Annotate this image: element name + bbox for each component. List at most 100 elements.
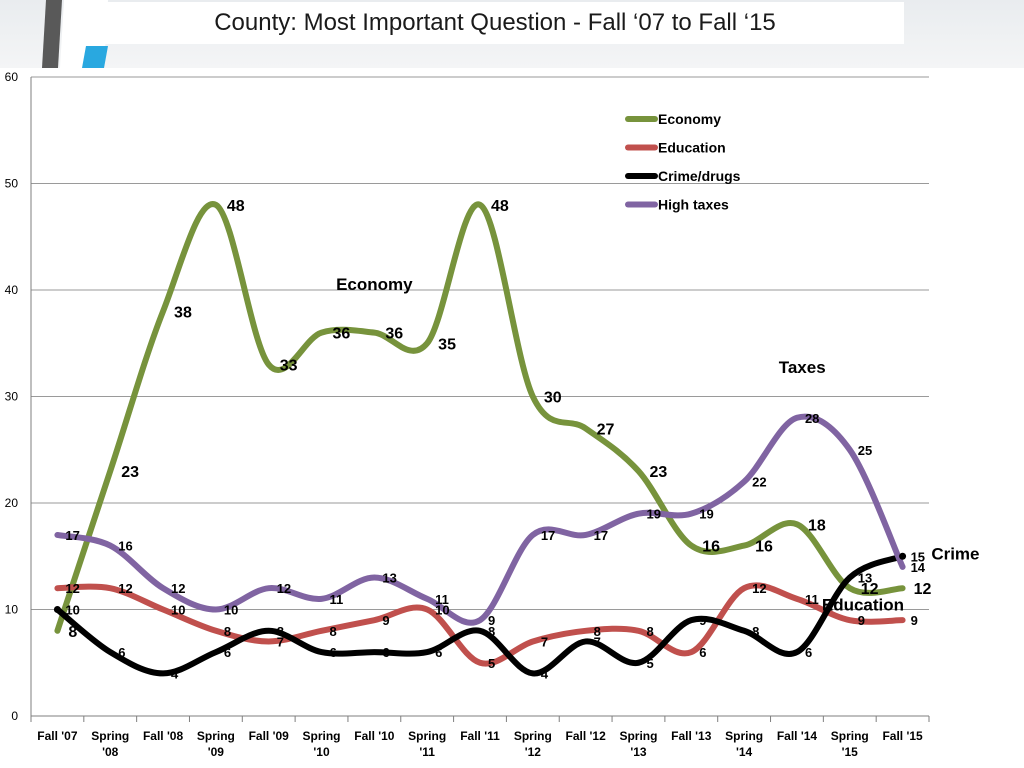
data-label: 9: [488, 613, 495, 628]
y-tick-label: 50: [5, 177, 19, 191]
point-marker: [899, 552, 907, 560]
data-label: 19: [646, 507, 660, 522]
x-tick-label: Spring: [619, 729, 657, 743]
x-tick-label: Spring: [514, 729, 552, 743]
data-label: 14: [911, 560, 926, 575]
data-label: 16: [755, 539, 773, 556]
data-label: 8: [752, 624, 759, 639]
y-tick-label: 40: [5, 283, 19, 297]
x-tick-label: Fall '12: [566, 729, 607, 743]
y-tick-label: 10: [5, 603, 19, 617]
data-label: 9: [911, 613, 918, 628]
data-label: 4: [541, 666, 549, 681]
x-tick-label: '15: [842, 745, 859, 759]
series-line-high-taxes: [54, 413, 906, 626]
data-label: 7: [541, 634, 548, 649]
data-label: 6: [435, 645, 442, 660]
data-label: 12: [914, 581, 932, 598]
data-label: 5: [488, 656, 495, 671]
data-label: 30: [544, 390, 562, 407]
data-label: 8: [594, 624, 601, 639]
data-label: 8: [488, 624, 495, 639]
data-label: 22: [752, 475, 766, 490]
data-label: 4: [171, 666, 179, 681]
x-tick-label: '11: [419, 745, 435, 759]
legend-entry: Crime/drugs: [658, 168, 741, 184]
x-tick-label: '09: [208, 745, 225, 759]
x-tick-label: '14: [736, 745, 753, 759]
data-label: 33: [280, 358, 298, 375]
x-tick-label: '10: [313, 745, 330, 759]
data-label: 7: [277, 634, 284, 649]
data-label: 48: [227, 198, 245, 215]
x-tick-label: Fall '15: [882, 729, 923, 743]
data-label: 6: [118, 645, 125, 660]
data-label: 36: [333, 326, 351, 343]
data-label: 11: [435, 592, 449, 607]
data-label: 6: [805, 645, 812, 660]
data-label: 12: [752, 581, 766, 596]
x-tick-label: Fall '13: [671, 729, 712, 743]
series-line-crime-drugs: [54, 553, 906, 677]
data-label: 13: [382, 571, 396, 586]
data-label: 12: [277, 581, 291, 596]
data-label: 6: [330, 645, 337, 660]
data-label: 7: [594, 634, 601, 649]
x-tick-label: Spring: [197, 729, 235, 743]
data-label: 10: [224, 603, 238, 618]
data-label: 8: [646, 624, 653, 639]
legend-entry: Education: [658, 140, 726, 156]
y-tick-label: 60: [5, 70, 19, 84]
data-label: 12: [65, 581, 79, 596]
data-label: 38: [174, 304, 192, 321]
x-tick-label: Spring: [725, 729, 763, 743]
data-label: 23: [649, 464, 667, 481]
data-label: 13: [858, 571, 872, 586]
data-label: 6: [699, 645, 706, 660]
y-tick-label: 0: [11, 709, 18, 723]
data-label: 10: [65, 603, 79, 618]
data-label: 9: [858, 613, 865, 628]
data-label: 8: [68, 624, 77, 641]
data-label: 12: [118, 581, 132, 596]
data-label: 35: [438, 336, 456, 353]
x-tick-label: Fall '10: [354, 729, 395, 743]
annotation-label: Taxes: [779, 358, 826, 377]
point-marker: [53, 606, 61, 613]
data-label: 48: [491, 198, 509, 215]
data-label: 10: [171, 603, 185, 618]
data-label: 28: [805, 411, 819, 426]
data-label: 36: [385, 326, 403, 343]
x-tick-label: Fall '14: [777, 729, 818, 743]
annotation-label: Economy: [336, 275, 413, 294]
x-tick-label: Fall '11: [460, 729, 500, 743]
title-box: County: Most Important Question - Fall ‘…: [86, 2, 904, 44]
x-tick-label: Fall '09: [249, 729, 290, 743]
data-label: 11: [805, 592, 819, 607]
y-tick-label: 30: [5, 390, 19, 404]
x-tick-label: Spring: [831, 729, 869, 743]
data-label: 5: [646, 656, 653, 671]
y-tick-label: 20: [5, 496, 19, 510]
x-tick-label: Spring: [91, 729, 129, 743]
x-tick-label: Fall '08: [143, 729, 184, 743]
data-label: 12: [171, 581, 185, 596]
x-tick-label: Fall '07: [37, 729, 78, 743]
data-label: 9: [382, 613, 389, 628]
data-label: 11: [330, 592, 344, 607]
data-label: 8: [224, 624, 231, 639]
data-label: 17: [594, 528, 608, 543]
x-tick-label: '08: [102, 745, 119, 759]
data-label: 17: [541, 528, 555, 543]
data-label: 9: [699, 613, 706, 628]
data-label: 8: [277, 624, 284, 639]
x-tick-label: Spring: [303, 729, 341, 743]
annotation-label: Education: [822, 596, 904, 615]
legend-entry: Economy: [658, 111, 721, 127]
annotation-label: Crime: [931, 544, 979, 563]
data-label: 16: [702, 539, 720, 556]
legend-entry: High taxes: [658, 197, 729, 213]
data-label: 17: [65, 528, 79, 543]
data-label: 15: [911, 549, 925, 564]
